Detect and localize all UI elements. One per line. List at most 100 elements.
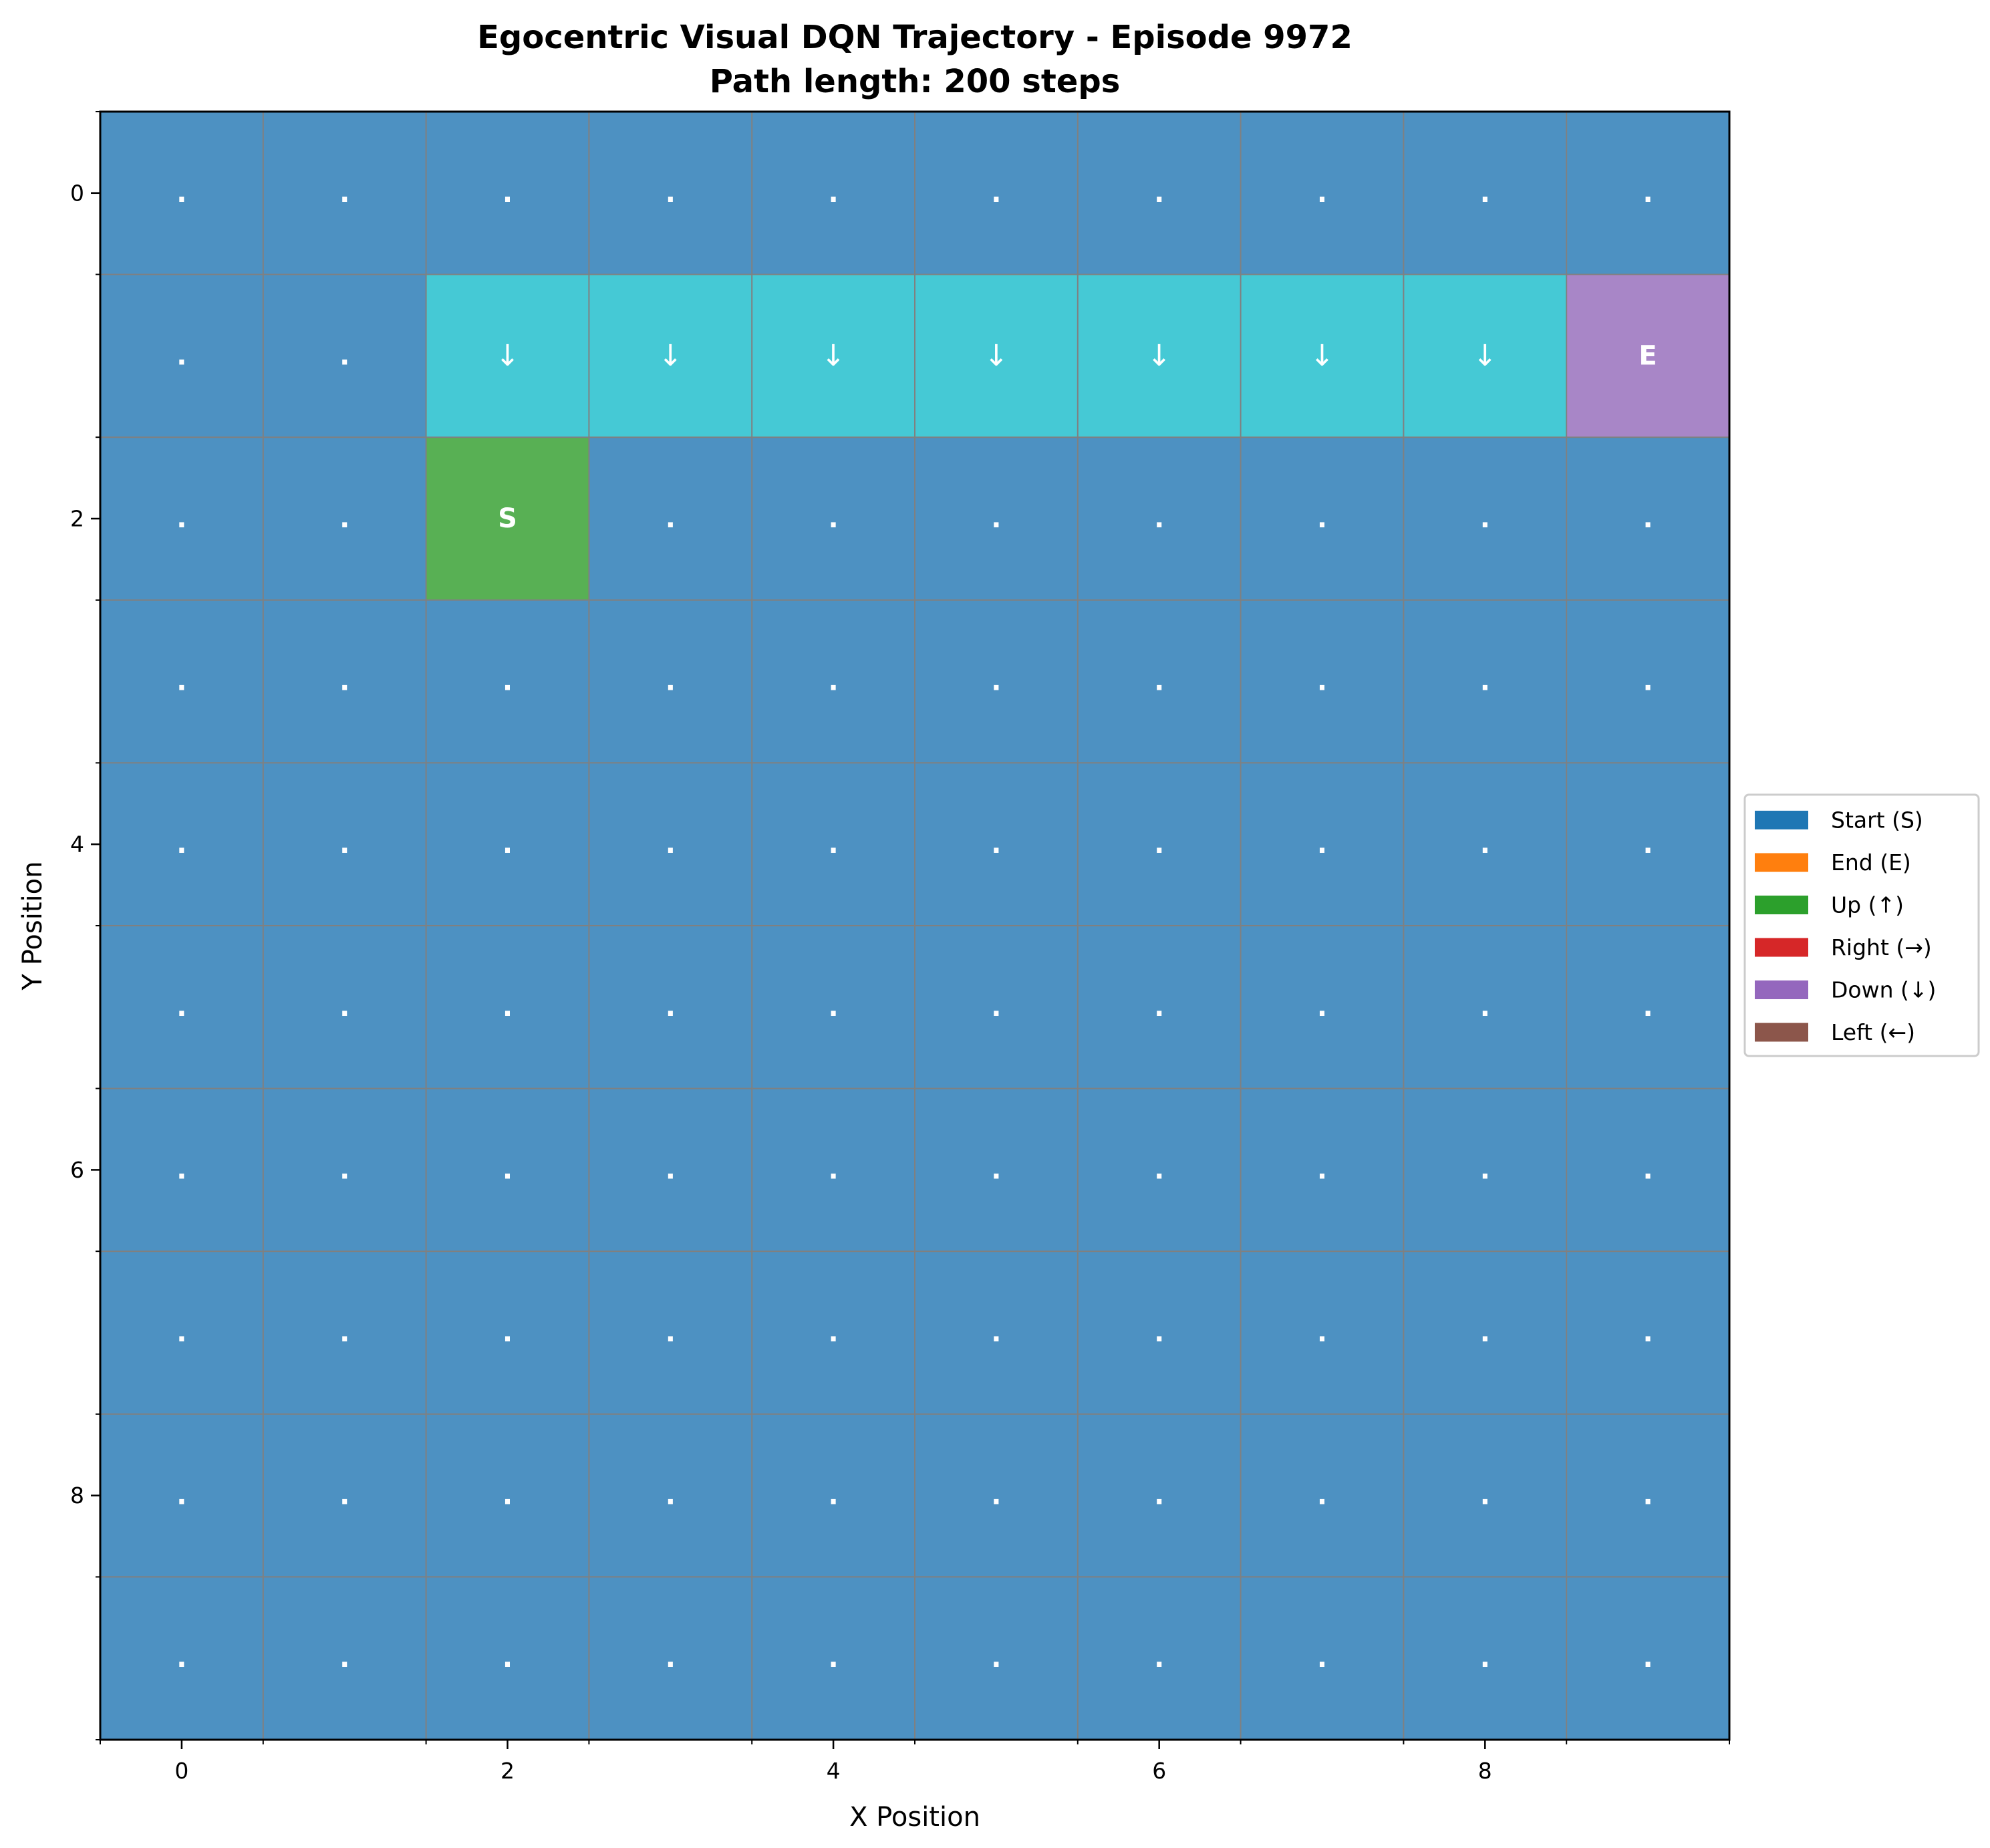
cell-dot-5-3: . xyxy=(991,666,1001,697)
cell-dot-0-9: . xyxy=(176,1643,186,1674)
cell-background-4-5 xyxy=(752,926,915,1089)
cell-dot-4-4: . xyxy=(828,829,838,860)
cell-dot-7-0: . xyxy=(1317,178,1327,209)
cell-dot-7-9: . xyxy=(1317,1643,1327,1674)
cell-label-path-3-1: ↓ xyxy=(658,339,683,373)
cell-dot-2-9: . xyxy=(503,1643,513,1674)
cell-background-2-3 xyxy=(426,600,589,763)
cell-background-8-3 xyxy=(1403,600,1567,763)
x-tick-label: 4 xyxy=(827,1758,841,1784)
cell-background-0-5 xyxy=(100,926,264,1089)
cell-background-7-9 xyxy=(1240,1577,1404,1740)
cell-dot-3-3: . xyxy=(666,666,676,697)
cell-dot-3-7: . xyxy=(666,1317,676,1348)
cell-dot-8-4: . xyxy=(1480,829,1490,860)
cell-background-8-0 xyxy=(1403,112,1567,275)
cell-background-5-2 xyxy=(915,437,1079,601)
cell-dot-3-9: . xyxy=(666,1643,676,1674)
x-tick-label: 6 xyxy=(1152,1758,1166,1784)
cell-dot-3-4: . xyxy=(666,829,676,860)
legend-label: End (E) xyxy=(1831,849,1911,876)
legend: Start (S) End (E) Up (↑) Right (→) Down (↓) L… xyxy=(1743,793,1980,1057)
cell-background-2-7 xyxy=(426,1251,589,1415)
cell-background-0-7 xyxy=(100,1251,264,1415)
cell-background-5-3 xyxy=(915,600,1079,763)
cell-path-8-1 xyxy=(1403,274,1567,438)
cell-dot-9-8: . xyxy=(1643,1480,1653,1511)
cell-dot-1-8: . xyxy=(339,1480,349,1511)
cell-dot-4-7: . xyxy=(828,1317,838,1348)
legend-label: Down (↓) xyxy=(1831,977,1936,1003)
cell-background-0-0 xyxy=(100,112,264,275)
cell-background-5-9 xyxy=(915,1577,1079,1740)
cell-dot-5-2: . xyxy=(991,503,1001,534)
cell-dot-0-8: . xyxy=(176,1480,186,1511)
cell-background-4-3 xyxy=(752,600,915,763)
cell-background-8-2 xyxy=(1403,437,1567,601)
cell-dot-4-6: . xyxy=(828,1154,838,1185)
cell-background-1-4 xyxy=(263,763,427,926)
cell-dot-4-9: . xyxy=(828,1643,838,1674)
cell-dot-9-4: . xyxy=(1643,829,1653,860)
cell-dot-9-3: . xyxy=(1643,666,1653,697)
cell-dot-8-0: . xyxy=(1480,178,1490,209)
cell-background-8-7 xyxy=(1403,1251,1567,1415)
cell-dot-5-0: . xyxy=(991,178,1001,209)
legend-swatch xyxy=(1755,980,1808,999)
cell-dot-5-7: . xyxy=(991,1317,1001,1348)
cell-background-0-4 xyxy=(100,763,264,926)
cell-dot-1-1: . xyxy=(339,340,349,371)
cell-dot-5-4: . xyxy=(991,829,1001,860)
x-tick-label: 8 xyxy=(1478,1758,1492,1784)
legend-swatch xyxy=(1755,938,1808,957)
cell-background-3-0 xyxy=(589,112,752,275)
chart-title-line2: Path length: 200 steps xyxy=(710,63,1121,100)
cell-dot-7-8: . xyxy=(1317,1480,1327,1511)
cell-label-end-9-1: E xyxy=(1639,340,1657,371)
cell-background-1-5 xyxy=(263,926,427,1089)
cell-background-3-7 xyxy=(589,1251,752,1415)
cell-background-3-8 xyxy=(589,1414,752,1577)
x-axis-label: X Position xyxy=(849,1802,980,1833)
cell-dot-8-6: . xyxy=(1480,1154,1490,1185)
cell-dot-7-4: . xyxy=(1317,829,1327,860)
cell-dot-6-8: . xyxy=(1154,1480,1164,1511)
cell-background-6-7 xyxy=(1077,1251,1242,1415)
cell-dot-3-2: . xyxy=(666,503,676,534)
cell-dot-0-5: . xyxy=(176,992,186,1023)
cell-dot-3-5: . xyxy=(666,992,676,1023)
cell-dot-9-5: . xyxy=(1643,992,1653,1023)
x-tick-label: 2 xyxy=(501,1758,515,1784)
x-tick-label: 0 xyxy=(174,1758,188,1784)
cell-dot-3-6: . xyxy=(666,1154,676,1185)
cell-dot-1-0: . xyxy=(339,178,349,209)
cell-dot-8-7: . xyxy=(1480,1317,1490,1348)
cell-background-6-5 xyxy=(1077,926,1242,1089)
gridlines xyxy=(100,112,1729,1740)
cell-dot-6-2: . xyxy=(1154,503,1164,534)
cell-background-7-7 xyxy=(1240,1251,1404,1415)
cell-background-0-3 xyxy=(100,600,264,763)
cell-labels: ............ ↓ ↓ ↓ ↓ ↓ ↓ ↓ E.. S.................… xyxy=(176,178,1657,1674)
cell-label-path-7-1: ↓ xyxy=(1310,339,1334,373)
cell-dot-0-3: . xyxy=(176,666,186,697)
axis-ticks: 0 2 4 6 8 0 2 4 6 8 xyxy=(70,111,1730,1784)
cell-dot-7-7: . xyxy=(1317,1317,1327,1348)
cell-dot-1-4: . xyxy=(339,829,349,860)
cell-background-6-9 xyxy=(1077,1577,1242,1740)
cell-background-0-1 xyxy=(100,274,264,438)
cell-path-2-1 xyxy=(426,274,589,438)
cell-dot-9-9: . xyxy=(1643,1643,1653,1674)
cell-background-4-8 xyxy=(752,1414,915,1577)
cell-dot-0-4: . xyxy=(176,829,186,860)
cell-background-6-6 xyxy=(1077,1088,1242,1252)
cell-background-6-3 xyxy=(1077,600,1242,763)
legend-label: Start (S) xyxy=(1831,807,1923,833)
cell-path-4-1 xyxy=(752,274,915,438)
cell-background-9-5 xyxy=(1566,926,1730,1089)
cell-background-6-0 xyxy=(1077,112,1242,275)
cell-label-path-8-1: ↓ xyxy=(1473,339,1498,373)
y-tick-label: 8 xyxy=(70,1482,84,1508)
legend-label: Up (↑) xyxy=(1831,892,1904,918)
cell-background-1-7 xyxy=(263,1251,427,1415)
